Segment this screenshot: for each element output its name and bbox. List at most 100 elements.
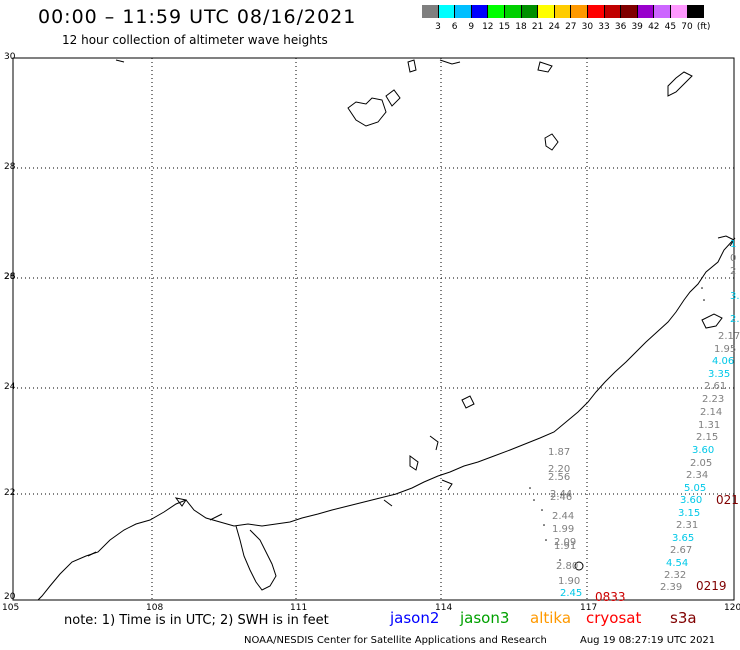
colorbar-label: 33	[598, 22, 610, 32]
lat-lon-grid	[12, 57, 735, 601]
wave-height-value: 0	[730, 253, 737, 264]
credit-line: NOAA/NESDIS Center for Satellite Applica…	[244, 635, 547, 646]
colorbar-label: 36	[614, 22, 627, 32]
lat-tick-label: 28	[4, 162, 16, 172]
colorbar-label: 24	[548, 22, 560, 32]
station-marker	[574, 561, 584, 571]
wave-height-value: 0833	[595, 590, 626, 604]
wave-height-value: 2.23	[702, 394, 725, 405]
wave-height-value: 2.32	[664, 570, 687, 581]
lon-tick-label: 111	[290, 603, 308, 613]
colorbar-label: 30	[581, 22, 594, 32]
colorbar-label: 45	[664, 22, 677, 32]
colorbar-swatch	[654, 5, 671, 18]
wave-height-value: 021	[716, 493, 739, 507]
wave-height-value: 5.05	[684, 483, 707, 494]
colorbar-swatch	[422, 5, 439, 18]
wave-height-value: 3.15	[678, 508, 701, 519]
wave-height-value: 1.99	[552, 524, 575, 535]
track-dot	[529, 487, 531, 489]
wave-height-value: 1.31	[698, 420, 721, 431]
colorbar-label: 70	[681, 22, 693, 32]
colorbar-swatch	[637, 5, 655, 18]
colorbar-swatch	[488, 5, 505, 18]
wave-height-value: 2.61	[704, 381, 727, 392]
wave-height-value: 1.87	[548, 447, 571, 458]
map-subtitle: 12 hour collection of altimeter wave hei…	[62, 33, 328, 47]
colorbar-label: 6	[451, 22, 458, 32]
colorbar-label: 12	[482, 22, 494, 32]
wave-height-value: 1.95	[714, 344, 737, 355]
wave-height-value: 3.65	[672, 533, 695, 544]
satellite-legend-jason2: jason2	[390, 609, 440, 627]
lat-tick-label: 24	[4, 382, 16, 392]
lon-tick-label: 108	[146, 603, 164, 613]
wave-height-value: 3.60	[692, 445, 715, 456]
wave-height-value: 1	[730, 239, 737, 250]
generated-timestamp: Aug 19 08:27:19 UTC 2021	[580, 635, 716, 646]
lon-tick-label: 117	[580, 603, 598, 613]
wave-height-value: 2.20	[548, 464, 571, 475]
wave-height-value: 2.05	[690, 458, 713, 469]
satellite-legend-s3a: s3a	[670, 609, 697, 627]
track-dot	[545, 539, 547, 541]
colorbar-label: 15	[498, 22, 511, 32]
colorbar-swatch	[455, 5, 472, 18]
wave-height-value: 2.46	[550, 492, 573, 503]
wave-height-value: 2.80	[556, 561, 579, 572]
wave-height-value: 2.44	[552, 511, 575, 522]
colorbar-swatch	[538, 5, 555, 18]
altimeter-track-dots	[529, 287, 705, 561]
colorbar-swatch	[505, 5, 522, 18]
wave-height-value: 2.17	[718, 331, 740, 342]
colorbar-label: 39	[631, 22, 643, 32]
track-dot	[559, 559, 561, 561]
wave-height-value: 0219	[696, 579, 727, 593]
map-title: 00:00 – 11:59 UTC 08/16/2021	[38, 6, 357, 28]
colorbar-swatch	[471, 5, 489, 18]
wave-height-value: 2.15	[696, 432, 719, 443]
wave-height-value: 3.5	[730, 291, 740, 302]
colorbar-swatch	[521, 5, 539, 18]
wave-height-value: 2.39	[660, 582, 683, 593]
track-dot	[543, 524, 545, 526]
wave-height-value: 2.31	[676, 520, 699, 531]
colorbar-label: 3	[435, 22, 441, 32]
wave-height-value: 3.35	[708, 369, 731, 380]
wave-height-value: 2	[730, 266, 737, 277]
colorbar-swatch	[621, 5, 638, 18]
lat-tick-label: 22	[4, 488, 16, 498]
lat-tick-label: 30	[4, 52, 16, 62]
colorbar-label: 21	[531, 22, 544, 32]
colorbar-swatch	[571, 5, 588, 18]
wave-height-value: 2.56	[548, 472, 571, 483]
map-frame	[12, 57, 735, 601]
colorbar-swatch	[604, 5, 622, 18]
colorbar-swatch	[554, 5, 572, 18]
satellite-legend-jason3: jason3	[460, 609, 510, 627]
wave-height-value: 2.14	[700, 407, 723, 418]
wave-height-value: 2.9	[730, 314, 740, 325]
wave-height-value: 2.45	[560, 588, 583, 599]
wave-height-value: 4.06	[712, 356, 735, 367]
lon-tick-label: 114	[435, 603, 453, 613]
colorbar-label: 42	[648, 22, 660, 32]
lon-tick-label: 105	[2, 603, 20, 613]
wave-height-value: 1.91	[554, 541, 577, 552]
colorbar-swatch	[438, 5, 456, 18]
wave-height-value: 2.44	[550, 489, 573, 500]
colorbar-swatch	[588, 5, 605, 18]
coastline-china	[37, 59, 736, 601]
wave-height-value: 1.90	[558, 576, 581, 587]
wave-height-value: 4.54	[666, 558, 689, 569]
lat-tick-label: 26	[4, 272, 16, 282]
wave-height-value: 2.09	[554, 537, 577, 548]
track-dot	[703, 299, 705, 301]
colorbar-swatch	[671, 5, 688, 18]
lon-tick-label: 120	[724, 603, 740, 613]
colorbar-swatch	[687, 5, 705, 18]
colorbar-label: 18	[515, 22, 527, 32]
lat-tick-label: 20	[4, 592, 16, 602]
track-dot	[533, 499, 535, 501]
